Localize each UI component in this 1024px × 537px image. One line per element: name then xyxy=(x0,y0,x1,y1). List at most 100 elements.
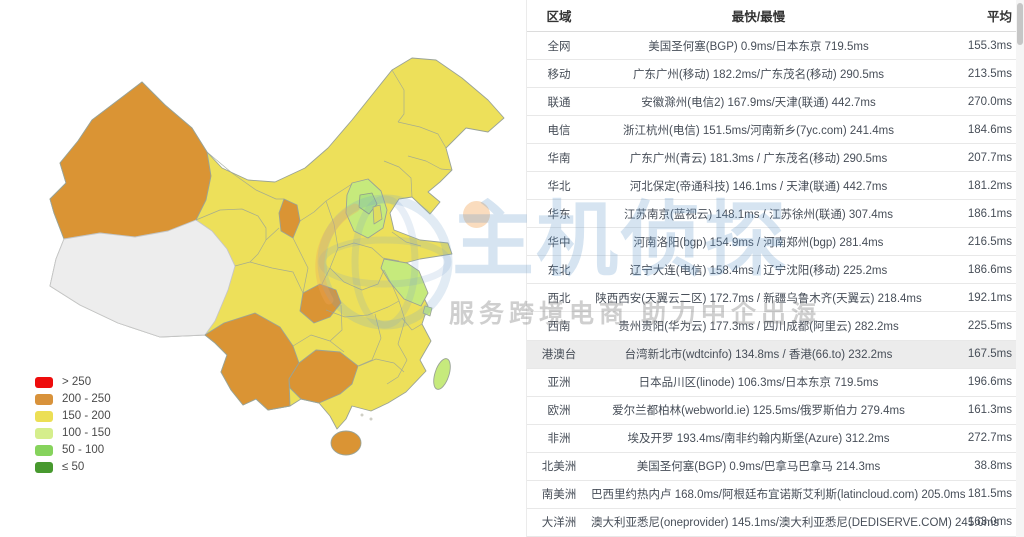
row-average: 184.6ms xyxy=(967,123,1012,136)
legend-label: ≤ 50 xyxy=(62,460,85,473)
legend-item: 100 - 150 xyxy=(35,425,111,442)
legend-label: 150 - 200 xyxy=(62,409,111,422)
legend-item: ≤ 50 xyxy=(35,459,111,476)
row-average: 186.1ms xyxy=(967,207,1012,220)
table-row[interactable]: 华南 广东广州(青云) 181.3ms / 广东茂名(移动) 290.5ms 2… xyxy=(527,144,1024,173)
table-row[interactable]: 欧洲 爱尔兰都柏林(webworld.ie) 125.5ms/俄罗斯伯力 279… xyxy=(527,397,1024,425)
table-row[interactable]: 东北 辽宁大连(电信) 158.4ms / 辽宁沈阳(移动) 225.2ms 1… xyxy=(527,256,1024,285)
province-tianjin[interactable] xyxy=(372,204,383,225)
table-row[interactable]: 港澳台 台湾新北市(wdtcinfo) 134.8ms / 香港(66.to) … xyxy=(527,340,1024,369)
column-header-fastest-slowest: 最快/最慢 xyxy=(731,10,786,24)
legend-label: 100 - 150 xyxy=(62,426,111,439)
row-region: 华东 xyxy=(547,208,571,221)
row-average: 272.7ms xyxy=(967,432,1012,445)
province-tibet[interactable] xyxy=(49,219,236,338)
row-region: 电信 xyxy=(547,124,571,137)
province-yunnan[interactable] xyxy=(204,312,300,411)
table-row[interactable]: 华北 河北保定(帝通科技) 146.1ms / 天津(联通) 442.7ms 1… xyxy=(527,172,1024,201)
row-fastest-slowest: 台湾新北市(wdtcinfo) 134.8ms / 香港(66.to) 232.… xyxy=(624,349,893,362)
row-average: 216.5ms xyxy=(967,235,1012,248)
table-row[interactable]: 电信 浙江杭州(电信) 151.5ms/河南新乡(7yc.com) 241.4m… xyxy=(527,116,1024,145)
row-fastest-slowest: 浙江杭州(电信) 151.5ms/河南新乡(7yc.com) 241.4ms xyxy=(623,124,894,137)
table-row[interactable]: 亚洲 日本品川区(linode) 106.3ms/日本东京 719.5ms 19… xyxy=(527,369,1024,397)
scrollbar-track[interactable] xyxy=(1016,0,1024,537)
table-row[interactable]: 联通 安徽滁州(电信2) 167.9ms/天津(联通) 442.7ms 270.… xyxy=(527,88,1024,117)
row-fastest-slowest: 辽宁大连(电信) 158.4ms / 辽宁沈阳(移动) 225.2ms xyxy=(629,264,888,277)
row-fastest-slowest: 河南洛阳(bgp) 154.9ms / 河南郑州(bgp) 281.4ms xyxy=(633,236,884,249)
row-fastest-slowest: 陕西西安(天翼云二区) 172.7ms / 新疆乌鲁木齐(天翼云) 218.4m… xyxy=(595,292,922,305)
row-average: 225.5ms xyxy=(967,319,1012,332)
row-average: 207.7ms xyxy=(967,151,1012,164)
legend-swatch xyxy=(35,428,53,439)
row-fastest-slowest: 美国圣何塞(BGP) 0.9ms/巴拿马巴拿马 214.3ms xyxy=(636,461,881,474)
latency-table: 区域 最快/最慢 平均 全网 美国圣何塞(BGP) 0.9ms/日本东京 719… xyxy=(526,0,1024,537)
row-fastest-slowest: 美国圣何塞(BGP) 0.9ms/日本东京 719.5ms xyxy=(648,40,869,53)
row-region: 欧洲 xyxy=(547,405,571,418)
row-region: 联通 xyxy=(547,96,571,109)
table-row[interactable]: 西南 贵州贵阳(华为云) 177.3ms / 四川成都(阿里云) 282.2ms… xyxy=(527,312,1024,341)
row-average: 167.5ms xyxy=(967,348,1012,361)
row-average: 181.2ms xyxy=(967,179,1012,192)
row-region: 南美洲 xyxy=(541,489,577,502)
province-shanghai[interactable] xyxy=(422,305,433,317)
row-region: 亚洲 xyxy=(547,377,571,390)
province-guangxi[interactable] xyxy=(288,349,359,404)
row-average: 163.0ms xyxy=(967,516,1012,529)
province-jiangsu[interactable] xyxy=(380,258,429,307)
table-body: 全网 美国圣何塞(BGP) 0.9ms/日本东京 719.5ms 155.3ms… xyxy=(527,32,1024,537)
province-chongqing[interactable] xyxy=(299,283,342,324)
table-row[interactable]: 华东 江苏南京(蓝视云) 148.1ms / 江苏徐州(联通) 307.4ms … xyxy=(527,200,1024,229)
province-borders xyxy=(195,69,453,385)
row-average: 270.0ms xyxy=(967,95,1012,108)
column-header-region: 区域 xyxy=(546,10,572,24)
legend-item: 50 - 100 xyxy=(35,442,111,459)
table-row[interactable]: 华中 河南洛阳(bgp) 154.9ms / 河南郑州(bgp) 281.4ms… xyxy=(527,228,1024,257)
row-fastest-slowest: 安徽滁州(电信2) 167.9ms/天津(联通) 442.7ms xyxy=(641,96,876,109)
province-hainan[interactable] xyxy=(330,430,362,456)
legend-swatch xyxy=(35,411,53,422)
row-region: 华南 xyxy=(547,152,571,165)
row-region: 东北 xyxy=(547,264,571,277)
province-taiwan[interactable] xyxy=(430,357,453,392)
row-region: 西南 xyxy=(547,320,571,333)
table-header: 区域 最快/最慢 平均 xyxy=(527,0,1024,32)
legend-item: 200 - 250 xyxy=(35,391,111,408)
row-fastest-slowest: 澳大利亚悉尼(oneprovider) 145.1ms/澳大利亚悉尼(DEDIS… xyxy=(591,517,1000,530)
row-average: 155.3ms xyxy=(967,39,1012,52)
column-header-average: 平均 xyxy=(986,10,1012,24)
row-region: 移动 xyxy=(547,68,571,81)
row-average: 213.5ms xyxy=(967,67,1012,80)
legend-swatch xyxy=(35,445,53,456)
legend-label: > 250 xyxy=(62,375,92,388)
row-region: 大洋洲 xyxy=(541,517,577,530)
legend-label: 200 - 250 xyxy=(62,392,111,405)
table-row[interactable]: 北美洲 美国圣何塞(BGP) 0.9ms/巴拿马巴拿马 214.3ms 38.8… xyxy=(527,453,1024,481)
row-fastest-slowest: 埃及开罗 193.4ms/南非约翰内斯堡(Azure) 312.2ms xyxy=(627,433,890,446)
row-region: 华中 xyxy=(547,236,571,249)
table-row[interactable]: 西北 陕西西安(天翼云二区) 172.7ms / 新疆乌鲁木齐(天翼云) 218… xyxy=(527,284,1024,313)
legend: > 250 200 - 250 150 - 200 100 - 150 50 -… xyxy=(35,374,111,476)
table-row[interactable]: 非洲 埃及开罗 193.4ms/南非约翰内斯堡(Azure) 312.2ms 2… xyxy=(527,425,1024,453)
row-region: 非洲 xyxy=(547,433,571,446)
row-region: 港澳台 xyxy=(541,349,577,362)
table-row[interactable]: 大洋洲 澳大利亚悉尼(oneprovider) 145.1ms/澳大利亚悉尼(D… xyxy=(527,509,1024,537)
china-map xyxy=(49,57,505,456)
row-fastest-slowest: 河北保定(帝通科技) 146.1ms / 天津(联通) 442.7ms xyxy=(629,180,888,193)
row-fastest-slowest: 日本品川区(linode) 106.3ms/日本东京 719.5ms xyxy=(638,377,879,390)
row-region: 全网 xyxy=(547,40,571,53)
row-fastest-slowest: 广东广州(青云) 181.3ms / 广东茂名(移动) 290.5ms xyxy=(629,152,888,165)
table-row[interactable]: 全网 美国圣何塞(BGP) 0.9ms/日本东京 719.5ms 155.3ms xyxy=(527,32,1024,61)
table-row[interactable]: 移动 广东广州(移动) 182.2ms/广东茂名(移动) 290.5ms 213… xyxy=(527,60,1024,89)
table-row[interactable]: 南美洲 巴西里约热内卢 168.0ms/阿根廷布宜诺斯艾利斯(latinclou… xyxy=(527,481,1024,509)
row-average: 186.6ms xyxy=(967,263,1012,276)
legend-swatch xyxy=(35,462,53,473)
map-panel: > 250 200 - 250 150 - 200 100 - 150 50 -… xyxy=(35,57,505,476)
legend-item: > 250 xyxy=(35,374,111,391)
legend-swatch xyxy=(35,377,53,388)
row-fastest-slowest: 巴西里约热内卢 168.0ms/阿根廷布宜诺斯艾利斯(latincloud.co… xyxy=(591,489,966,502)
row-average: 196.6ms xyxy=(967,376,1012,389)
scrollbar-thumb[interactable] xyxy=(1017,3,1023,45)
row-average: 192.1ms xyxy=(967,291,1012,304)
province-xinjiang[interactable] xyxy=(49,81,212,240)
legend-label: 50 - 100 xyxy=(62,443,105,456)
